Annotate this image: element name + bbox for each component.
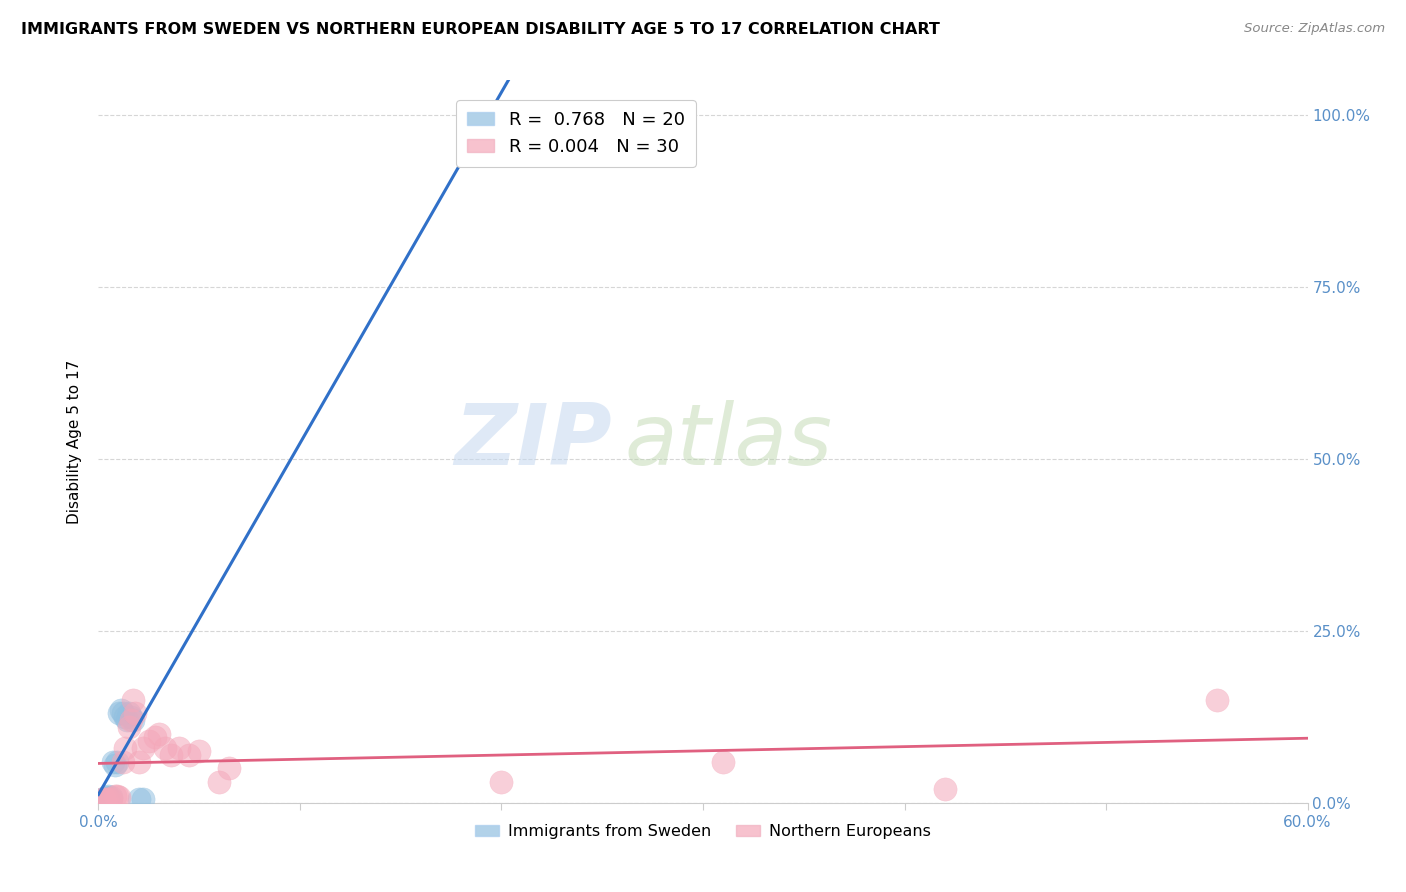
Point bbox=[111, 706, 134, 721]
Y-axis label: Disability Age 5 to 17: Disability Age 5 to 17 bbox=[67, 359, 83, 524]
Point bbox=[118, 720, 141, 734]
Point bbox=[218, 761, 240, 775]
Point bbox=[132, 740, 155, 755]
Point bbox=[91, 792, 114, 806]
Point bbox=[711, 755, 734, 769]
Point bbox=[160, 747, 183, 762]
Point bbox=[115, 713, 138, 727]
Text: ZIP: ZIP bbox=[454, 400, 613, 483]
Point bbox=[128, 755, 150, 769]
Point bbox=[111, 755, 134, 769]
Point bbox=[188, 744, 211, 758]
Point bbox=[148, 727, 170, 741]
Point bbox=[124, 706, 146, 721]
Point bbox=[96, 792, 118, 806]
Text: IMMIGRANTS FROM SWEDEN VS NORTHERN EUROPEAN DISABILITY AGE 5 TO 17 CORRELATION C: IMMIGRANTS FROM SWEDEN VS NORTHERN EUROP… bbox=[21, 22, 941, 37]
Point bbox=[120, 713, 142, 727]
Legend: Immigrants from Sweden, Northern Europeans: Immigrants from Sweden, Northern Europea… bbox=[468, 818, 938, 846]
Point bbox=[105, 789, 128, 803]
Point bbox=[491, 775, 513, 789]
Point bbox=[97, 789, 120, 803]
Point bbox=[100, 792, 122, 806]
Text: atlas: atlas bbox=[624, 400, 832, 483]
Point bbox=[96, 790, 118, 805]
Point bbox=[121, 713, 143, 727]
Point bbox=[100, 790, 122, 805]
Point bbox=[91, 792, 114, 806]
Point bbox=[105, 755, 128, 769]
Point bbox=[132, 792, 155, 806]
Point bbox=[934, 782, 956, 797]
Point bbox=[107, 706, 129, 721]
Point bbox=[120, 710, 142, 724]
Point bbox=[103, 758, 125, 772]
Point bbox=[114, 740, 136, 755]
Point bbox=[103, 789, 125, 803]
Point bbox=[118, 706, 141, 721]
Point bbox=[107, 790, 129, 805]
Point bbox=[460, 135, 482, 149]
Point bbox=[97, 792, 120, 806]
Point bbox=[153, 740, 176, 755]
Point bbox=[101, 755, 124, 769]
Point bbox=[114, 710, 136, 724]
Point bbox=[143, 731, 166, 745]
Point bbox=[138, 734, 160, 748]
Point bbox=[93, 792, 115, 806]
Point bbox=[128, 792, 150, 806]
Point bbox=[97, 792, 120, 806]
Point bbox=[121, 692, 143, 706]
Point bbox=[167, 740, 190, 755]
Point bbox=[208, 775, 231, 789]
Point bbox=[110, 703, 132, 717]
Point bbox=[1206, 692, 1229, 706]
Text: Source: ZipAtlas.com: Source: ZipAtlas.com bbox=[1244, 22, 1385, 36]
Point bbox=[93, 792, 115, 806]
Point bbox=[179, 747, 201, 762]
